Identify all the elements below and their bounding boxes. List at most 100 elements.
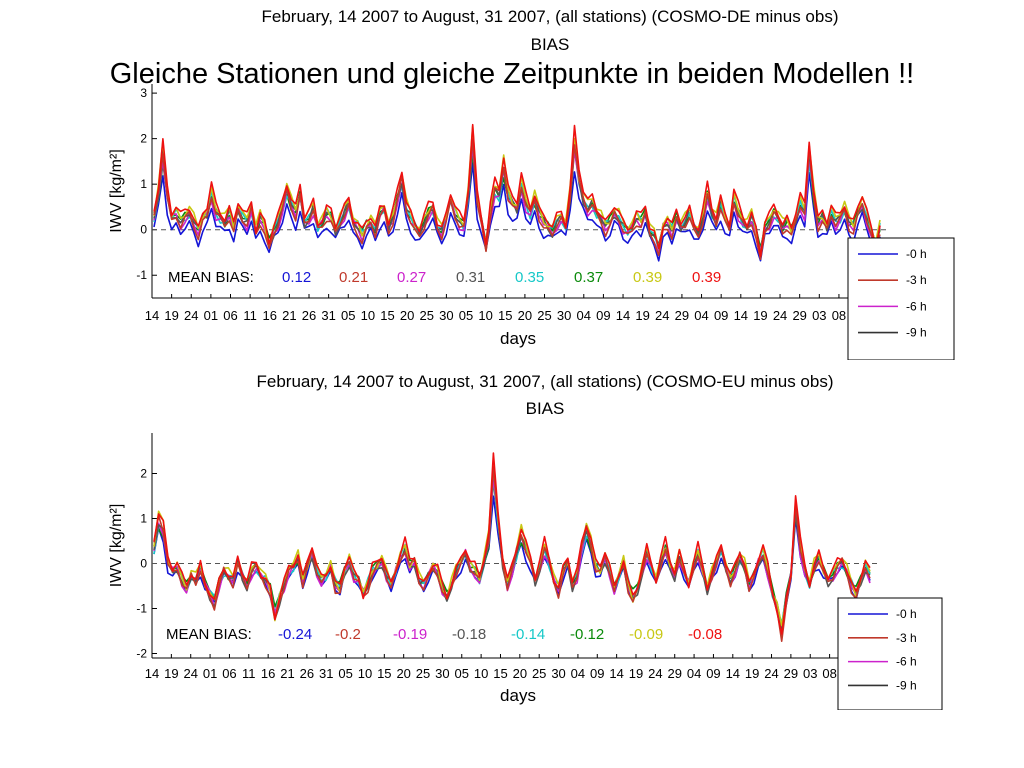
mean-bias-value: 0.31 [456, 269, 485, 286]
x-tick-label: 31 [319, 666, 333, 681]
x-tick-label: 19 [753, 308, 767, 323]
mean-bias-value: 0.21 [339, 269, 368, 286]
x-tick-label: 20 [513, 666, 527, 681]
x-tick-label: 14 [616, 308, 630, 323]
bias-chart-cosmo-eu: February, 14 2007 to August, 31 2007, (a… [108, 372, 943, 710]
x-tick-label: 20 [518, 308, 532, 323]
y-axis-label: IWV [kg/m²] [108, 504, 125, 588]
x-tick-label: 26 [300, 666, 314, 681]
x-tick-label: 31 [321, 308, 335, 323]
mean-bias-value: 0.12 [282, 269, 311, 286]
x-tick-label: 21 [280, 666, 294, 681]
x-tick-label: 10 [358, 666, 372, 681]
x-tick-label: 14 [726, 666, 740, 681]
chart-title: February, 14 2007 to August, 31 2007, (a… [261, 7, 838, 26]
x-tick-label: 24 [655, 308, 669, 323]
x-tick-label: 24 [183, 666, 197, 681]
x-tick-label: 19 [164, 308, 178, 323]
x-tick-label: 19 [745, 666, 759, 681]
y-tick-label: -2 [136, 647, 147, 661]
slide-heading: Gleiche Stationen und gleiche Zeitpunkte… [109, 58, 915, 90]
x-tick-label: 24 [764, 666, 778, 681]
chart-subtitle: BIAS [531, 35, 570, 54]
x-tick-label: 26 [302, 308, 316, 323]
x-tick-label: 16 [263, 308, 277, 323]
legend-entry: -6 h [906, 299, 927, 313]
x-tick-label: 03 [803, 666, 817, 681]
x-tick-label: 09 [706, 666, 720, 681]
x-tick-label: 29 [784, 666, 798, 681]
mean-bias-value: -0.2 [335, 626, 361, 643]
legend-entry: -3 h [896, 631, 917, 645]
x-tick-label: 09 [590, 666, 604, 681]
legend-entry: -9 h [906, 326, 927, 340]
x-tick-label: 24 [773, 308, 787, 323]
x-tick-label: 05 [338, 666, 352, 681]
mean-bias-value: 0.37 [574, 269, 603, 286]
x-tick-label: 24 [648, 666, 662, 681]
x-tick-label: 06 [223, 308, 237, 323]
x-tick-label: 19 [629, 666, 643, 681]
x-tick-label: 15 [498, 308, 512, 323]
y-tick-label: 1 [140, 177, 147, 191]
mean-bias-value: -0.12 [570, 626, 604, 643]
x-tick-label: 14 [145, 308, 159, 323]
x-tick-label: 14 [145, 666, 159, 681]
x-tick-label: 29 [675, 308, 689, 323]
x-tick-label: 05 [459, 308, 473, 323]
x-tick-label: 03 [812, 308, 826, 323]
mean-bias-value: -0.24 [278, 626, 312, 643]
y-tick-label: -1 [136, 602, 147, 616]
x-tick-label: 14 [734, 308, 748, 323]
x-tick-label: 09 [714, 308, 728, 323]
x-tick-label: 04 [687, 666, 701, 681]
legend-entry: -0 h [896, 607, 917, 621]
x-tick-label: 14 [609, 666, 623, 681]
mean-bias-label: MEAN BIAS: [168, 269, 254, 286]
bias-chart-cosmo-de: February, 14 2007 to August, 31 2007, (a… [108, 7, 955, 360]
x-tick-label: 04 [577, 308, 591, 323]
x-tick-label: 04 [571, 666, 585, 681]
x-tick-label: 21 [282, 308, 296, 323]
legend-entry: -3 h [906, 273, 927, 287]
x-tick-label: 10 [474, 666, 488, 681]
x-tick-label: 01 [203, 666, 217, 681]
y-tick-label: 2 [140, 467, 147, 481]
legend: -0 h -3 h -6 h -9 h [847, 237, 955, 360]
x-tick-label: 20 [396, 666, 410, 681]
x-tick-label: 10 [478, 308, 492, 323]
x-tick-label: 08 [832, 308, 846, 323]
x-tick-label: 25 [420, 308, 434, 323]
x-tick-label: 11 [242, 666, 256, 681]
y-tick-label: 2 [140, 132, 147, 146]
x-tick-label: 16 [261, 666, 275, 681]
x-tick-label: 10 [361, 308, 375, 323]
mean-bias-value: -0.19 [393, 626, 427, 643]
x-axis-label: days [500, 329, 536, 348]
mean-bias-value: -0.09 [629, 626, 663, 643]
x-tick-label: 15 [377, 666, 391, 681]
x-tick-label: 24 [184, 308, 198, 323]
x-tick-label: 30 [435, 666, 449, 681]
mean-bias-value: 0.27 [397, 269, 426, 286]
series-line [153, 123, 881, 257]
y-tick-label: 0 [140, 557, 147, 571]
legend-box [847, 237, 955, 360]
mean-bias-value: 0.39 [633, 269, 662, 286]
mean-bias-value: 0.35 [515, 269, 544, 286]
x-tick-label: 19 [164, 666, 178, 681]
series-line [153, 466, 871, 642]
x-tick-label: 08 [822, 666, 836, 681]
legend-box [837, 597, 943, 710]
x-tick-label: 29 [667, 666, 681, 681]
legend-entry: -6 h [896, 655, 917, 669]
y-tick-label: 1 [140, 512, 147, 526]
x-axis-label: days [500, 686, 536, 705]
x-tick-label: 05 [455, 666, 469, 681]
series-line [153, 475, 871, 633]
x-tick-label: 20 [400, 308, 414, 323]
series-line [153, 452, 871, 635]
mean-bias-value: -0.18 [452, 626, 486, 643]
mean-bias-value: -0.14 [511, 626, 545, 643]
y-tick-label: 0 [140, 223, 147, 237]
